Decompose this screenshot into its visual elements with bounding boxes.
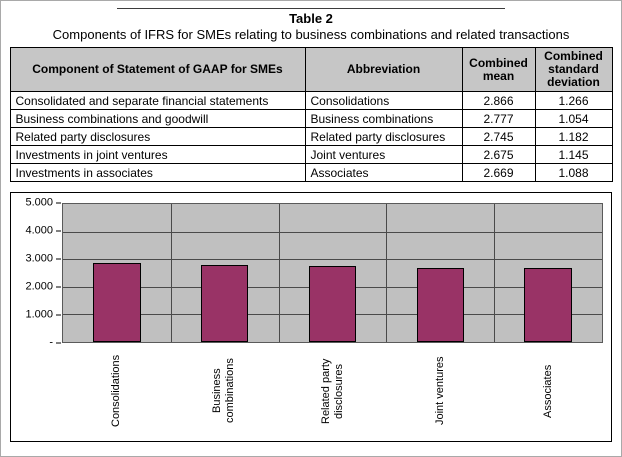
abbreviation-cell: Related party disclosures [304,127,463,146]
category-separator [494,204,496,342]
mean-cell: 2.669 [461,163,536,182]
gaap-components-table: Component of Statement of GAAP for SMEs … [9,47,613,182]
abbreviation-cell: Joint ventures [304,145,463,164]
y-tick-mark [56,342,61,344]
header-abbreviation: Abbreviation [304,47,463,92]
category-label-cell: Business combinations [170,345,278,437]
x-axis-labels: Consolidations Business combinations Relat… [62,345,603,437]
category-separator [170,204,172,342]
x-axis-category-label: Related party disclosures [319,358,345,424]
component-cell: Related party disclosures [9,127,306,146]
mean-cell: 2.866 [461,91,536,110]
bar [200,265,249,342]
y-tick-label: - [49,336,53,349]
stddev-cell: 1.054 [534,109,613,128]
component-cell: Business combinations and goodwill [9,109,306,128]
category-separator [278,204,280,342]
bars-row [63,204,602,342]
y-tick-mark [56,202,61,204]
y-tick-mark [56,258,61,260]
category-separator [386,204,388,342]
bar [93,262,141,342]
stddev-cell: 1.088 [534,163,613,182]
y-tick-label: 4.000 [25,224,53,237]
mean-cell: 2.675 [461,145,536,164]
bar-cell [279,204,387,342]
bar-cell [494,204,602,342]
bar [308,266,357,342]
component-cell: Investments in associates [9,163,306,182]
y-tick-label: 5.000 [25,196,53,209]
component-cell: Consolidated and separate financial stat… [9,91,306,110]
table-row: Investments in associates Associates 2.6… [9,163,613,182]
x-axis-category-label: Consolidations [109,354,122,428]
table-caption: Components of IFRS for SMEs relating to … [52,27,570,42]
bar [416,268,464,342]
stddev-cell: 1.145 [534,145,613,164]
x-axis-category-label: Business combinations [211,358,237,424]
stddev-cell: 1.266 [534,91,613,110]
y-tick-mark [56,286,61,288]
bar-cell [171,204,279,342]
abbreviation-cell: Consolidations [304,91,463,110]
header-combined-mean: Combined mean [461,47,536,92]
top-divider [117,8,505,9]
y-tick-mark [56,230,61,232]
category-label-cell: Joint ventures [387,345,495,437]
abbreviation-cell: Business combinations [304,109,463,128]
abbreviation-cell: Associates [304,163,463,182]
header-combined-stddev: Combined standard deviation [534,47,613,92]
y-axis: 5.000 4.000 3.000 2.000 1.000 - [11,197,61,348]
gridline [63,259,602,261]
gridline [63,231,602,233]
table-2-label: Table 2 [289,11,333,26]
table-row: Related party disclosures Related party … [9,127,613,146]
mean-cell: 2.745 [461,127,536,146]
x-axis-category-label: Joint ventures [434,356,447,426]
stddev-cell: 1.182 [534,127,613,146]
header-component: Component of Statement of GAAP for SMEs [9,47,306,92]
bar-cell [386,204,494,342]
component-cell: Investments in joint ventures [9,145,306,164]
x-axis-category-label: Associates [542,364,555,418]
category-label-cell: Associates [495,345,603,437]
category-label-cell: Consolidations [62,345,170,437]
plot-area [62,203,603,343]
table-row: Consolidated and separate financial stat… [9,91,613,110]
bar-chart: 5.000 4.000 3.000 2.000 1.000 - Consolid… [10,192,612,442]
y-tick-label: 2.000 [25,280,53,293]
y-tick-label: 1.000 [25,308,53,321]
table-row: Business combinations and goodwill Busin… [9,109,613,128]
bar-cell [63,204,171,342]
y-tick-label: 3.000 [25,252,53,265]
table-header-row: Component of Statement of GAAP for SMEs … [9,47,613,92]
category-label-cell: Related party disclosures [278,345,386,437]
y-tick-mark [56,314,61,316]
table-row: Investments in joint ventures Joint vent… [9,145,613,164]
bar [524,268,572,342]
mean-cell: 2.777 [461,109,536,128]
